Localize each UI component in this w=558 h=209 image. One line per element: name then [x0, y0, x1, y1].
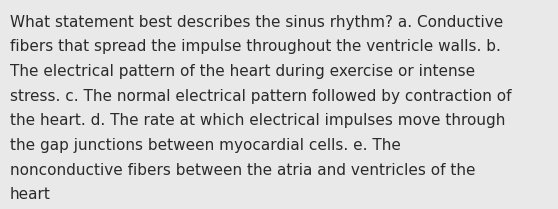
Text: stress. c. The normal electrical pattern followed by contraction of: stress. c. The normal electrical pattern…	[10, 89, 512, 104]
Text: the gap junctions between myocardial cells. e. The: the gap junctions between myocardial cel…	[10, 138, 401, 153]
Text: heart: heart	[10, 187, 51, 202]
Text: fibers that spread the impulse throughout the ventricle walls. b.: fibers that spread the impulse throughou…	[10, 39, 501, 54]
Text: nonconductive fibers between the atria and ventricles of the: nonconductive fibers between the atria a…	[10, 163, 475, 178]
Text: What statement best describes the sinus rhythm? a. Conductive: What statement best describes the sinus …	[10, 15, 503, 30]
Text: the heart. d. The rate at which electrical impulses move through: the heart. d. The rate at which electric…	[10, 113, 506, 128]
Text: The electrical pattern of the heart during exercise or intense: The electrical pattern of the heart duri…	[10, 64, 475, 79]
